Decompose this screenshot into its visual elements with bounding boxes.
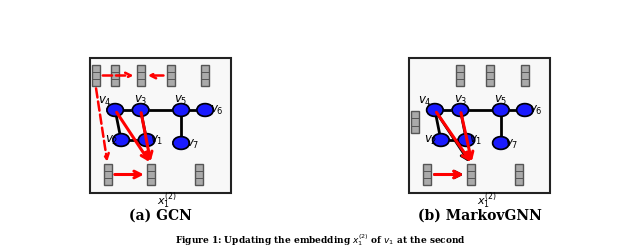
Text: $v_5$: $v_5$: [174, 94, 188, 107]
Bar: [456, 65, 465, 86]
Bar: [515, 164, 523, 185]
Ellipse shape: [113, 134, 129, 146]
Text: $v_6$: $v_6$: [529, 104, 543, 117]
Bar: [104, 164, 112, 185]
Ellipse shape: [427, 104, 443, 117]
Ellipse shape: [107, 104, 124, 117]
Bar: [136, 65, 145, 86]
Bar: [201, 65, 209, 86]
Bar: [111, 65, 119, 86]
Ellipse shape: [493, 104, 509, 117]
Ellipse shape: [452, 104, 468, 117]
Text: Figure 1: Updating the embedding $x_1^{(2)}$ of $v_1$ at the second: Figure 1: Updating the embedding $x_1^{(…: [175, 232, 465, 248]
Bar: [521, 65, 529, 86]
Bar: [423, 164, 431, 185]
Text: $v_5$: $v_5$: [494, 94, 508, 107]
Ellipse shape: [458, 134, 475, 146]
Text: (b) MarkovGNN: (b) MarkovGNN: [418, 209, 542, 223]
Bar: [195, 164, 204, 185]
Text: $v_3$: $v_3$: [134, 94, 147, 107]
Text: $v_1$: $v_1$: [150, 134, 163, 146]
Ellipse shape: [197, 104, 213, 117]
Text: $x_1^{(2)}$: $x_1^{(2)}$: [477, 191, 497, 212]
Bar: [92, 65, 100, 86]
Text: (a) GCN: (a) GCN: [129, 209, 191, 223]
Bar: [147, 164, 156, 185]
Text: $v_2$: $v_2$: [424, 134, 438, 146]
Ellipse shape: [173, 104, 189, 117]
Text: $v_4$: $v_4$: [98, 94, 111, 108]
Ellipse shape: [138, 134, 155, 146]
Text: $v_7$: $v_7$: [186, 138, 199, 151]
Ellipse shape: [173, 136, 189, 149]
Text: $v_2$: $v_2$: [105, 134, 118, 146]
Ellipse shape: [493, 136, 509, 149]
Bar: [166, 65, 175, 86]
Text: $v_7$: $v_7$: [506, 138, 519, 151]
Bar: [412, 111, 419, 133]
Bar: [467, 164, 475, 185]
Ellipse shape: [433, 134, 449, 146]
Text: $v_4$: $v_4$: [417, 94, 431, 108]
Text: $v_6$: $v_6$: [209, 104, 223, 117]
Ellipse shape: [516, 104, 533, 117]
Text: $v_1$: $v_1$: [469, 134, 483, 146]
Bar: [486, 65, 495, 86]
Ellipse shape: [132, 104, 149, 117]
Text: $v_3$: $v_3$: [454, 94, 467, 107]
Text: $x_1^{(2)}$: $x_1^{(2)}$: [157, 191, 177, 212]
